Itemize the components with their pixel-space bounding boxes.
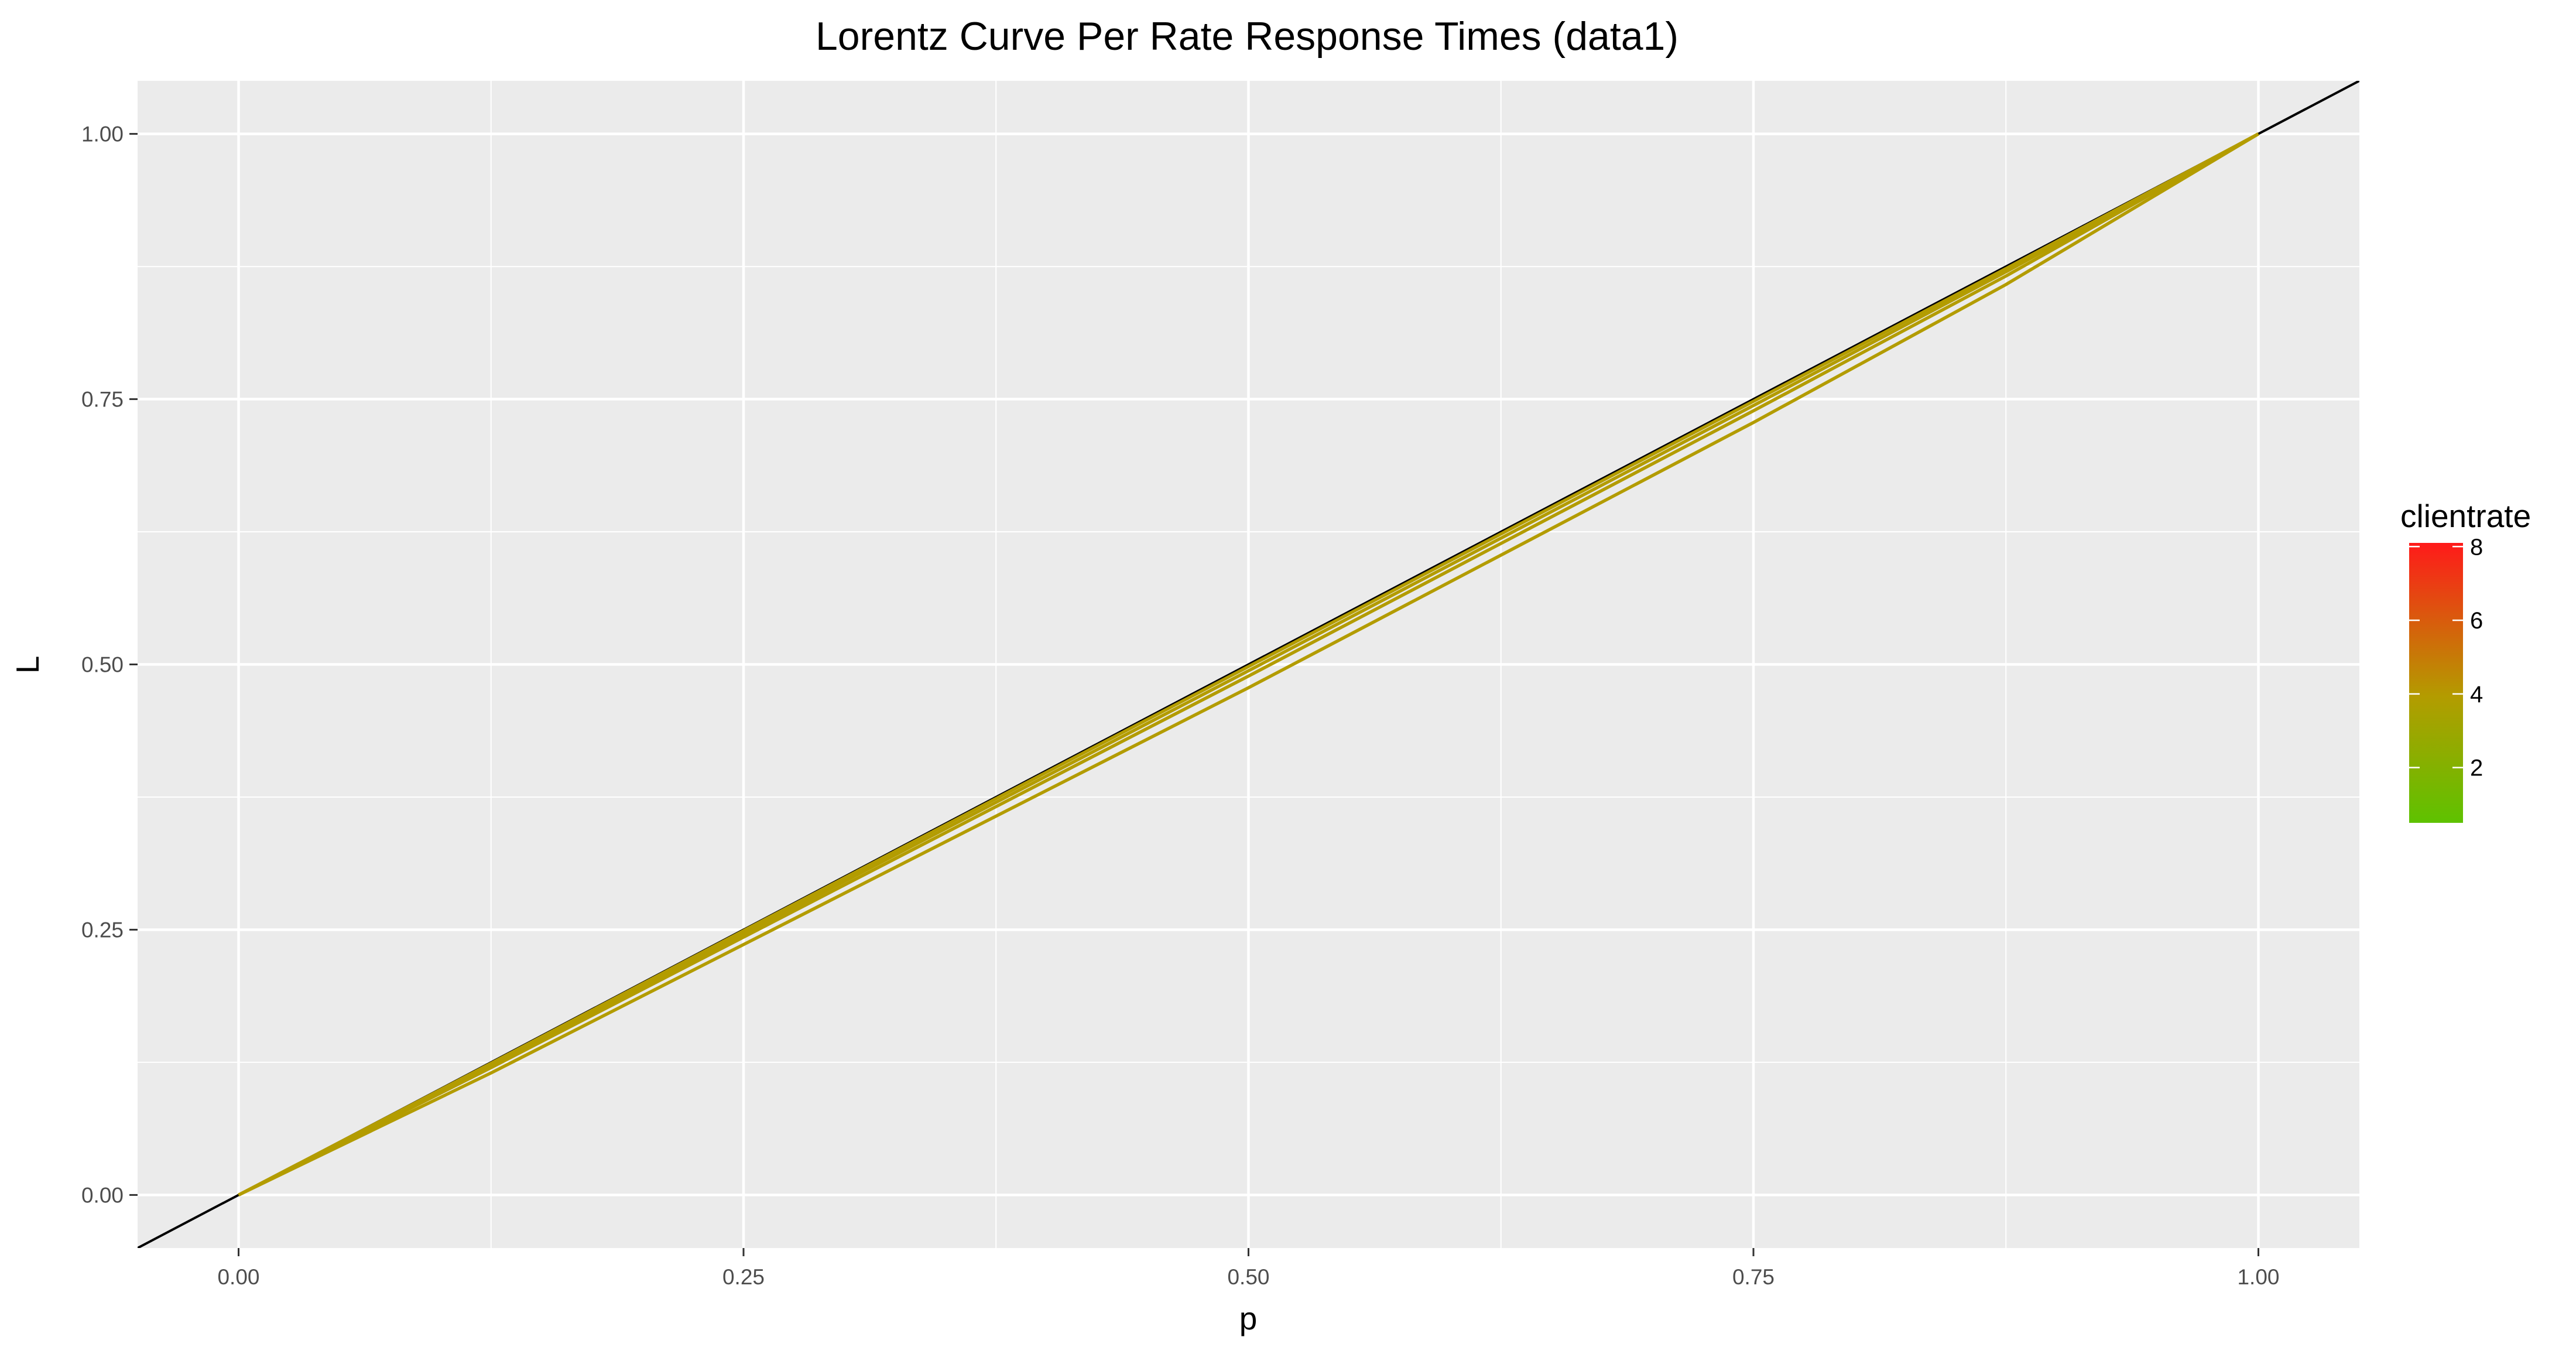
y-tick-label: 1.00 <box>81 122 124 146</box>
x-tick-label: 0.00 <box>217 1265 259 1289</box>
x-tick-label: 1.00 <box>2237 1265 2279 1289</box>
x-tick-label: 0.25 <box>722 1265 765 1289</box>
y-tick-label: 0.00 <box>81 1183 124 1207</box>
y-tick-label: 0.75 <box>81 388 124 412</box>
series-line-2 <box>238 132 2259 1196</box>
series-lines <box>238 132 2259 1196</box>
x-tick-label: 0.50 <box>1227 1265 1269 1289</box>
legend-title: clientrate <box>2400 498 2531 534</box>
legend-tick-label: 2 <box>2470 755 2483 781</box>
legend-ticks: 2 4 6 8 <box>2409 534 2483 781</box>
y-axis-label: L <box>9 656 46 674</box>
y-tick-label: 0.25 <box>81 918 124 942</box>
legend-tick-label: 8 <box>2470 534 2483 560</box>
legend-colorbar <box>2409 543 2463 823</box>
series-line-3 <box>238 132 2259 1196</box>
x-axis-label: p <box>1239 1300 1258 1336</box>
legend-tick-label: 4 <box>2470 682 2483 707</box>
x-axis: 0.00 0.25 0.50 0.75 1.00 <box>217 1248 2280 1289</box>
y-tick-label: 0.50 <box>81 653 124 677</box>
y-axis: 0.00 0.25 0.50 0.75 1.00 <box>81 122 138 1207</box>
legend: clientrate 2 4 6 8 <box>2400 498 2531 823</box>
x-tick-label: 0.75 <box>1732 1265 1775 1289</box>
chart-title: Lorentz Curve Per Rate Response Times (d… <box>816 14 1678 59</box>
legend-tick-label: 6 <box>2470 608 2483 634</box>
series-line-1 <box>238 132 2259 1196</box>
series-line-4 <box>238 132 2259 1196</box>
